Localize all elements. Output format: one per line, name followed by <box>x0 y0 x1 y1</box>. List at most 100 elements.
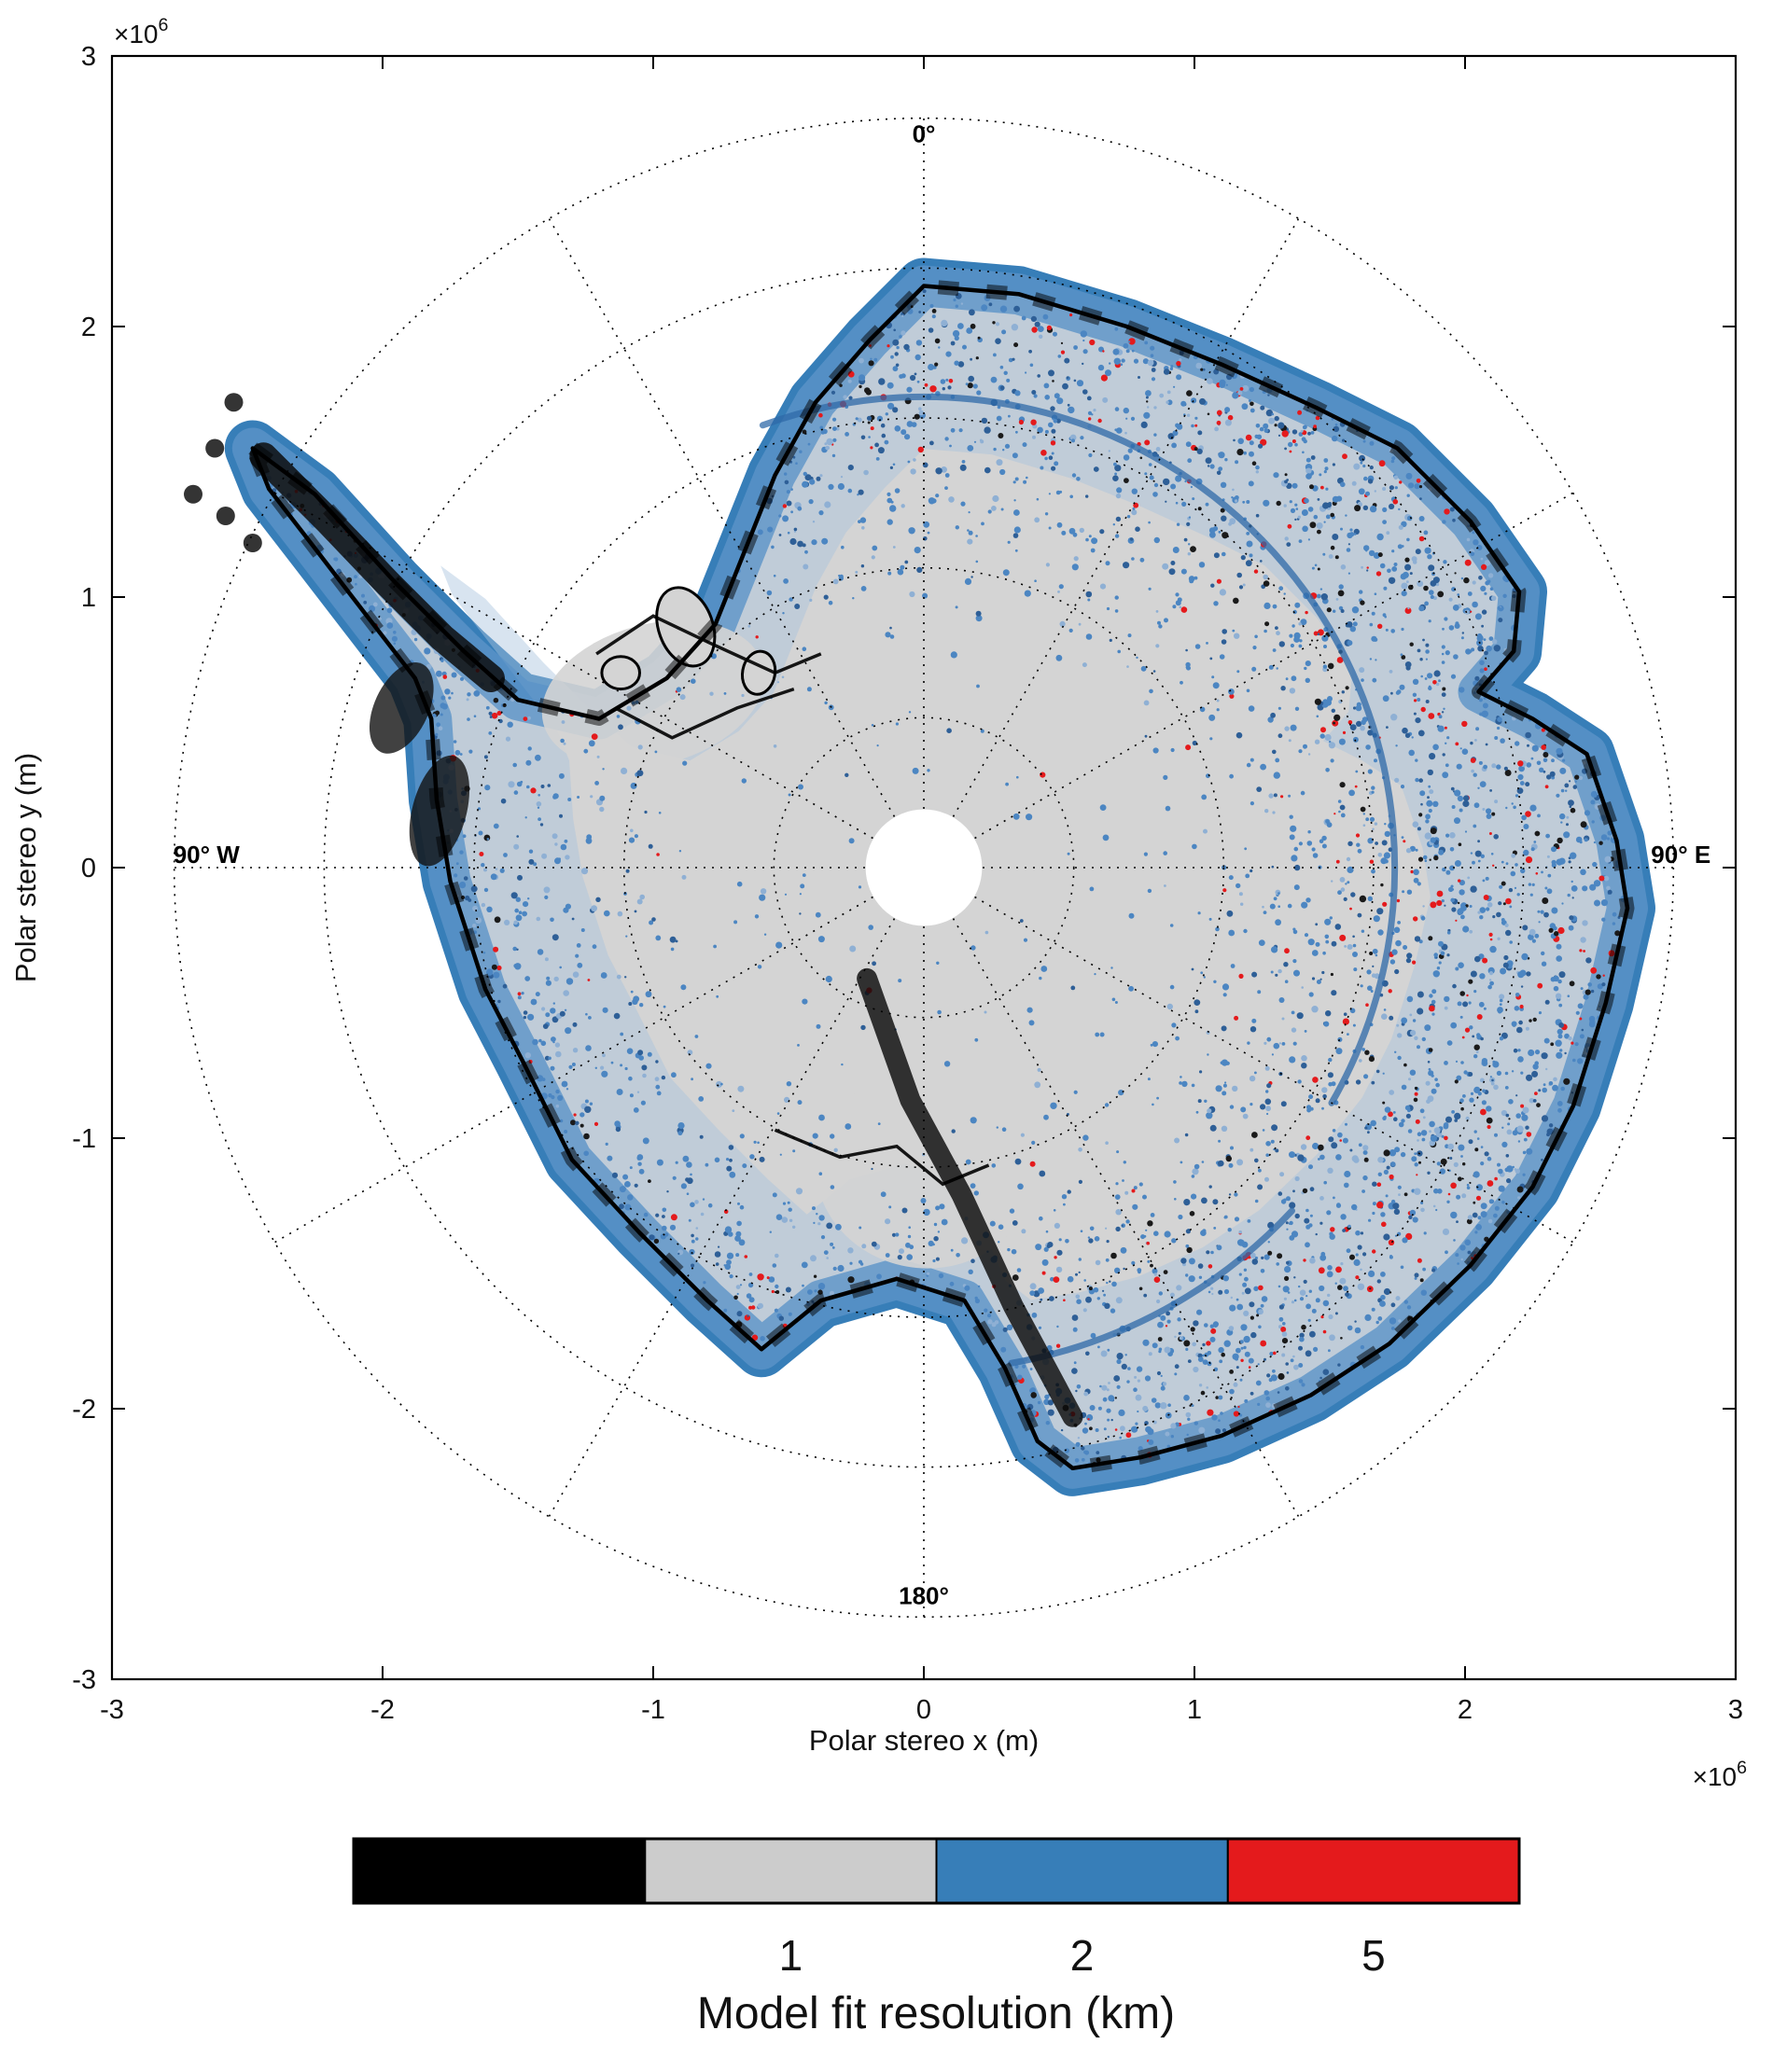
speckle-dot <box>1140 665 1147 672</box>
speckle-dot <box>1348 789 1355 797</box>
speckle-dot <box>1251 461 1257 466</box>
speckle-dot <box>872 545 878 551</box>
speckle-dot <box>906 386 913 393</box>
speckle-dot <box>892 339 900 346</box>
speckle-dot <box>1171 442 1177 449</box>
speckle-dot <box>1372 677 1377 683</box>
speckle-dot <box>649 1234 655 1241</box>
speckle-dot <box>1488 832 1492 835</box>
speckle-dot <box>637 1050 644 1056</box>
speckle-dot <box>1501 860 1504 864</box>
speckle-dot <box>1130 416 1136 421</box>
speckle-dot <box>1314 563 1318 567</box>
speckle-dot <box>527 1013 535 1021</box>
speckle-dot <box>532 1038 538 1046</box>
speckle-dot <box>1434 1078 1438 1081</box>
speckle-dot <box>1255 1380 1262 1386</box>
speckle-dot <box>1384 823 1387 826</box>
speckle-dot <box>1131 509 1138 516</box>
colorbar-tick-label: 1 <box>779 1931 803 1980</box>
speckle-dot <box>1483 1007 1487 1010</box>
speckle-dot <box>1352 621 1358 627</box>
speckle-dot <box>935 467 942 475</box>
speckle-dot <box>1172 430 1179 437</box>
speckle-dot <box>1164 618 1168 623</box>
speckle-dot <box>1316 593 1321 599</box>
speckle-dot <box>849 1261 853 1265</box>
speckle-dot <box>737 1085 745 1092</box>
speckle-dot <box>1258 939 1265 946</box>
speckle-dot <box>1399 684 1405 690</box>
speckle-dot <box>595 897 601 902</box>
speckle-dot <box>733 920 738 925</box>
speckle-dot <box>563 742 566 745</box>
speckle-dot <box>1186 521 1191 527</box>
speckle-dot <box>593 1121 599 1126</box>
speckle-dot <box>1450 1211 1458 1219</box>
speckle-dot <box>1354 785 1358 788</box>
speckle-dot <box>1299 1336 1305 1342</box>
speckle-dot <box>1021 1229 1026 1234</box>
speckle-dot <box>1009 1208 1015 1214</box>
speckle-dot <box>1150 354 1154 358</box>
speckle-dot <box>1192 843 1197 850</box>
speckle-dot <box>1180 568 1187 575</box>
speckle-dot <box>830 1133 835 1139</box>
speckle-dot <box>1076 380 1084 387</box>
speckle-dot <box>1405 957 1412 964</box>
speckle-dot <box>896 345 900 350</box>
speckle-dot <box>1173 385 1176 388</box>
speckle-dot <box>900 373 906 379</box>
speckle-dot <box>945 378 949 382</box>
speckle-dot <box>950 427 956 433</box>
speckle-dot <box>1381 1013 1388 1020</box>
speckle-dot <box>1438 715 1443 719</box>
speckle-dot <box>1371 635 1377 642</box>
speckle-dot <box>955 304 958 308</box>
speckle-dot <box>1361 1048 1365 1051</box>
speckle-dot <box>656 1159 663 1166</box>
speckle-dot <box>1282 1322 1286 1326</box>
speckle-dot <box>1460 1106 1464 1111</box>
speckle-dot <box>1499 1036 1504 1041</box>
speckle-dot <box>1491 763 1497 769</box>
speckle-dot <box>1151 377 1156 382</box>
speckle-dot <box>944 486 948 490</box>
speckle-dot <box>1531 1070 1539 1078</box>
speckle-dot <box>1347 572 1350 575</box>
speckle-dot <box>1294 602 1301 608</box>
speckle-dot <box>1460 1061 1464 1064</box>
speckle-dot <box>1307 939 1315 946</box>
speckle-dot <box>1142 358 1149 365</box>
speckle-dot <box>1368 1218 1372 1222</box>
speckle-dot <box>1457 901 1460 905</box>
speckle-dot <box>1149 688 1153 694</box>
speckle-dot <box>656 1091 662 1096</box>
speckle-dot <box>1211 675 1215 679</box>
speckle-dot <box>1361 719 1366 726</box>
speckle-dot <box>642 1137 649 1145</box>
speckle-dot <box>1372 1249 1376 1254</box>
speckle-dot <box>928 364 935 370</box>
speckle-dot <box>1242 384 1249 392</box>
speckle-dot <box>488 731 493 735</box>
speckle-dot <box>1285 1386 1290 1391</box>
speckle-dot <box>1222 993 1227 997</box>
speckle-dot <box>1249 440 1254 446</box>
speckle-dot <box>733 1295 738 1300</box>
speckle-dot <box>677 1131 683 1136</box>
speckle-dot <box>900 330 906 336</box>
speckle-dot <box>772 1263 777 1268</box>
speckle-dot <box>579 1123 584 1128</box>
speckle-dot <box>1520 1104 1525 1108</box>
speckle-dot <box>1310 455 1316 460</box>
speckle-dot <box>1487 902 1493 908</box>
speckle-dot <box>1517 1196 1521 1200</box>
speckle-dot <box>1526 1132 1532 1137</box>
speckle-dot <box>1219 1359 1223 1364</box>
speckle-dot <box>1557 926 1565 935</box>
speckle-dot <box>1431 1088 1437 1094</box>
speckle-dot <box>1267 394 1270 396</box>
x-tick-label: 3 <box>1728 1695 1743 1725</box>
